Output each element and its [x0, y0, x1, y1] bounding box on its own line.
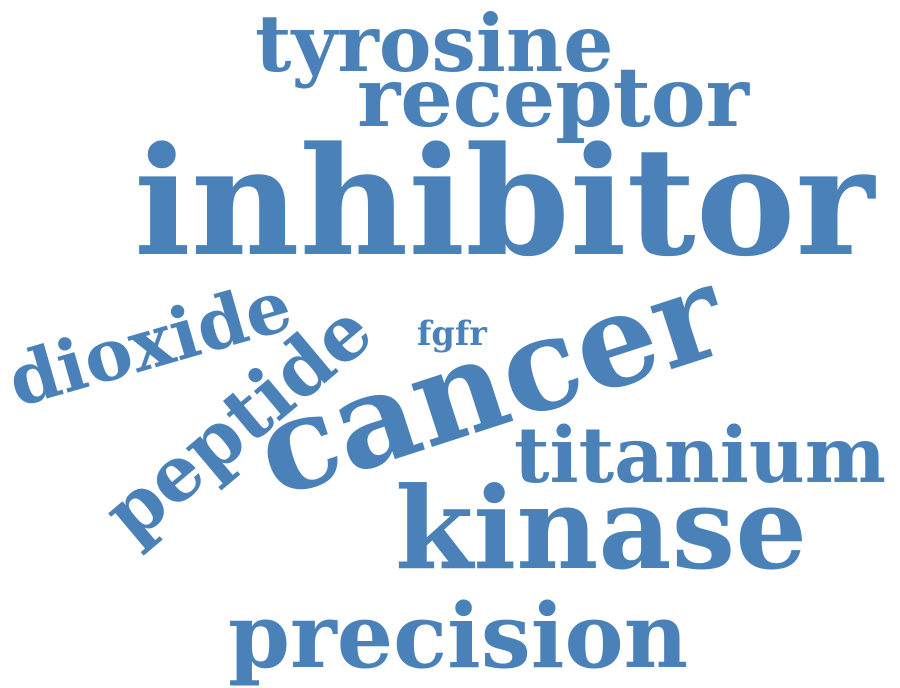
- word-receptor: receptor: [357, 50, 749, 146]
- word-fgfr: fgfr: [417, 314, 487, 353]
- word-kinase: kinase: [395, 461, 808, 595]
- word-precision: precision: [228, 583, 689, 688]
- word-titanium: titanium: [514, 410, 886, 501]
- word-inhibitor: inhibitor: [134, 115, 875, 290]
- word-tyrosine: tyrosine: [255, 0, 614, 90]
